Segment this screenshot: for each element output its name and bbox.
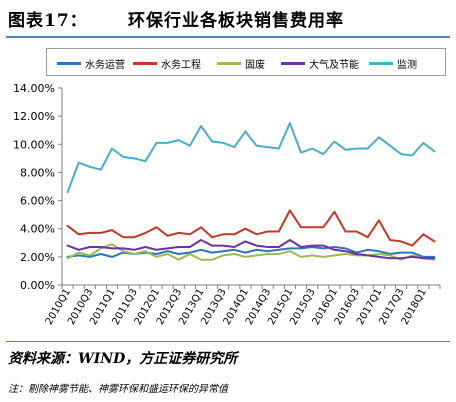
legend-swatch-1 (133, 61, 157, 65)
note-text: 注：剔除神雾节能、神雾环保和盛运环保的异常值 (8, 384, 228, 395)
line-chart: 0.00% 2.00% 4.00% 6.00% 8.00% 10.00% 12.00% 14.… (13, 82, 441, 327)
y-tick-label: 2.00% (20, 251, 55, 264)
legend-swatch-0 (57, 61, 81, 65)
footer-rule (6, 341, 450, 342)
series-line-2 (66, 243, 436, 261)
y-tick-label: 8.00% (20, 166, 55, 179)
series-line-3 (66, 239, 436, 260)
legend-swatch-2 (217, 61, 241, 65)
legend-label-0: 水务运营 (85, 59, 125, 71)
legend-label-4: 监测 (397, 59, 417, 71)
chart-area: 0.00% 2.00% 4.00% 6.00% 8.00% 10.00% 12.00% 14.… (0, 78, 456, 330)
y-tick-label: 6.00% (20, 195, 55, 208)
legend-swatch-4 (369, 61, 393, 65)
y-tick-label: 0.00% (20, 279, 55, 292)
legend-label-2: 固废 (245, 59, 265, 71)
legend-swatch-3 (281, 61, 305, 65)
figure-title: 环保行业各板块销售费用率 (128, 11, 344, 31)
series-line-4 (66, 122, 436, 194)
legend-item-4: 监测 (369, 56, 417, 71)
source-text: 资料来源：WIND，方正证券研究所 (8, 351, 238, 367)
figure-label: 图表17： (8, 11, 88, 31)
y-tick-label: 4.00% (20, 223, 55, 236)
legend-label-3: 大气及节能 (309, 59, 359, 71)
chart-legend: 水务运营 水务工程 固废 大气及节能 监测 (46, 48, 446, 76)
header-rule (6, 36, 450, 38)
legend-item-0: 水务运营 (57, 56, 125, 71)
legend-item-2: 固废 (217, 56, 265, 71)
legend-item-3: 大气及节能 (281, 56, 359, 71)
legend-label-1: 水务工程 (161, 59, 201, 71)
y-tick-label: 14.00% (13, 82, 55, 95)
series-line-1 (66, 209, 436, 247)
figure-header: 图表17： 环保行业各板块销售费用率 (0, 0, 456, 38)
legend-item-1: 水务工程 (133, 56, 201, 71)
y-tick-label: 10.00% (13, 138, 55, 151)
y-tick-label: 12.00% (13, 110, 55, 123)
